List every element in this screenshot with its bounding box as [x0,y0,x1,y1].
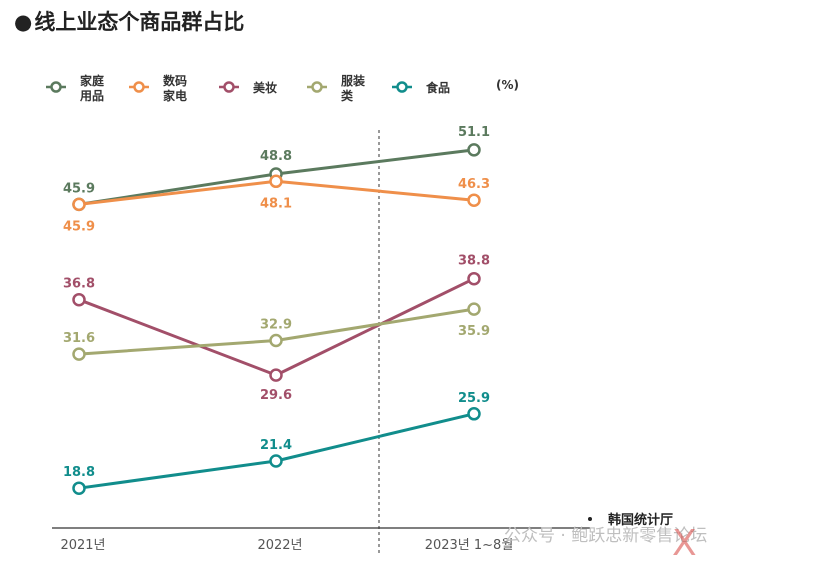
legend-label-0-1: 用品 [79,89,104,103]
data-point-4-0 [72,481,86,495]
source-bullet [588,517,592,521]
unit-label: (%) [496,78,519,92]
data-point-2-2 [467,271,481,286]
data-label-3-0: 31.6 [63,331,95,346]
data-label-4-2: 25.9 [458,391,490,406]
legend-marker-4 [396,81,408,93]
data-label-0-2: 51.1 [458,125,490,140]
series-lines [72,143,481,495]
x-tick-label-2: 2023년 1~8월 [425,538,514,553]
x-tick-labels: 2021년 2022년 2023년 1~8월 [60,538,513,553]
legend-marker-1 [133,81,145,93]
data-label-1-1: 48.1 [260,196,292,211]
legend-label-2-0: 美妆 [253,80,277,95]
legend-marker-2 [223,81,235,93]
data-label-2-0: 36.8 [63,277,95,292]
data-point-3-2 [467,302,481,316]
data-point-1-0 [72,197,86,212]
chart-title-text: 线上业态个商品群占比 [34,10,245,34]
source-text: 韩国统计厅 [608,512,673,528]
data-label-2-1: 29.6 [260,388,292,403]
legend-label-1-1: 家电 [163,88,187,103]
data-point-4-2 [467,407,481,421]
data-point-3-1 [269,333,283,348]
data-label-0-0: 45.9 [63,181,95,196]
data-labels: 45.9 48.8 51.1 45.9 48.1 46.3 36.8 29.6 38.8 31.6… [63,125,490,480]
data-point-3-0 [72,347,86,361]
x-tick-label-0: 2021년 [60,538,105,553]
data-point-4-1 [269,454,283,468]
chart-title: ●线上业态个商品群占比 [14,6,244,36]
legend-label-1-0: 数码 [163,73,187,88]
data-label-0-1: 48.8 [260,149,292,164]
source-note: 韩国统计厅 [588,512,673,528]
data-label-4-1: 21.4 [260,438,292,453]
legend-label-3-0: 服装 [341,73,365,88]
watermark-text: 公众号 · 鲍跃忠新零售论坛 [504,526,707,546]
x-tick-label-1: 2022년 [257,538,302,553]
data-label-3-2: 35.9 [458,324,490,339]
data-point-0-2 [467,143,481,157]
data-point-1-1 [269,174,283,189]
legend-marker-0 [50,81,62,93]
legend-label-4-0: 食品 [425,80,450,95]
data-label-2-2: 38.8 [458,254,490,269]
data-label-4-0: 18.8 [63,465,95,480]
legend-label-3-1: 类 [341,88,354,103]
data-label-1-2: 46.3 [458,177,490,192]
data-label-1-0: 45.9 [63,219,95,234]
data-point-1-2 [467,193,481,207]
watermark-logo: X [672,523,697,564]
data-point-2-1 [269,368,283,382]
data-point-2-0 [72,292,86,307]
data-label-3-1: 32.9 [260,318,292,333]
bullet-icon: ● [14,10,33,34]
watermark: 公众号 · 鲍跃忠新零售论坛 X [504,523,707,564]
legend-label-0-0: 家庭 [80,73,104,88]
legend-marker-3 [311,81,323,93]
